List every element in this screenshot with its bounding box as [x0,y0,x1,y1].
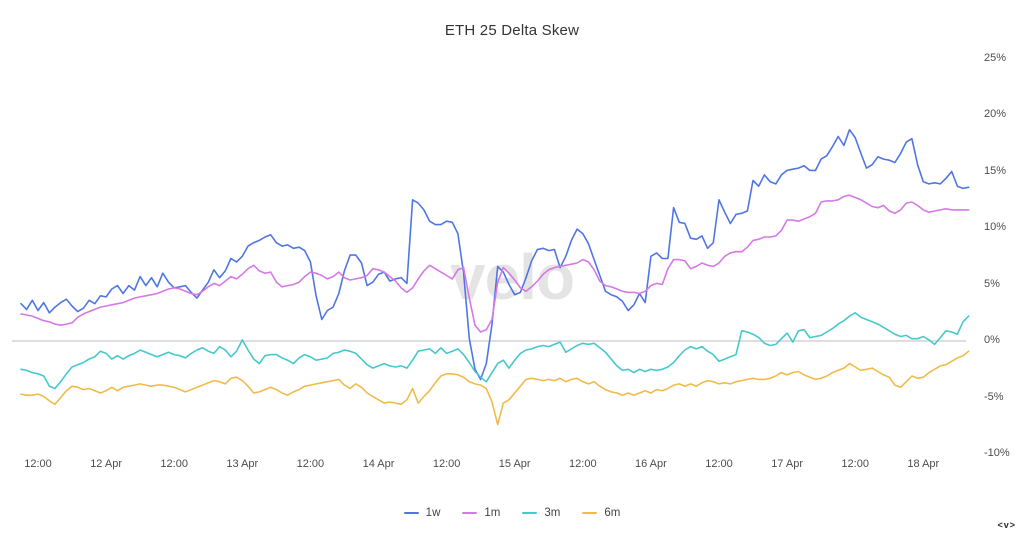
legend-swatch-1m-icon [462,512,478,514]
legend-item-1m[interactable]: 1m [462,507,500,519]
chart-title: ETH 25 Delta Skew [444,22,580,39]
series-line-1w [20,128,970,381]
legend: 1w 1m 3m 6m [0,507,1024,519]
legend-label-1w: 1w [425,507,441,519]
legend-label-3m: 3m [544,507,561,519]
legend-swatch-1w-icon [403,512,419,514]
legend-swatch-6m-icon [582,512,598,514]
series-line-3m [20,311,970,390]
velo-logo-mark: <v> [997,520,1016,530]
legend-item-6m[interactable]: 6m [582,507,620,519]
series-line-1m [20,194,970,333]
legend-label-6m: 6m [604,507,621,519]
legend-swatch-3m-icon [522,512,538,514]
legend-label-1m: 1m [484,507,501,519]
series-line-6m [20,350,970,426]
legend-item-1w[interactable]: 1w [403,507,441,519]
legend-item-3m[interactable]: 3m [522,507,560,519]
